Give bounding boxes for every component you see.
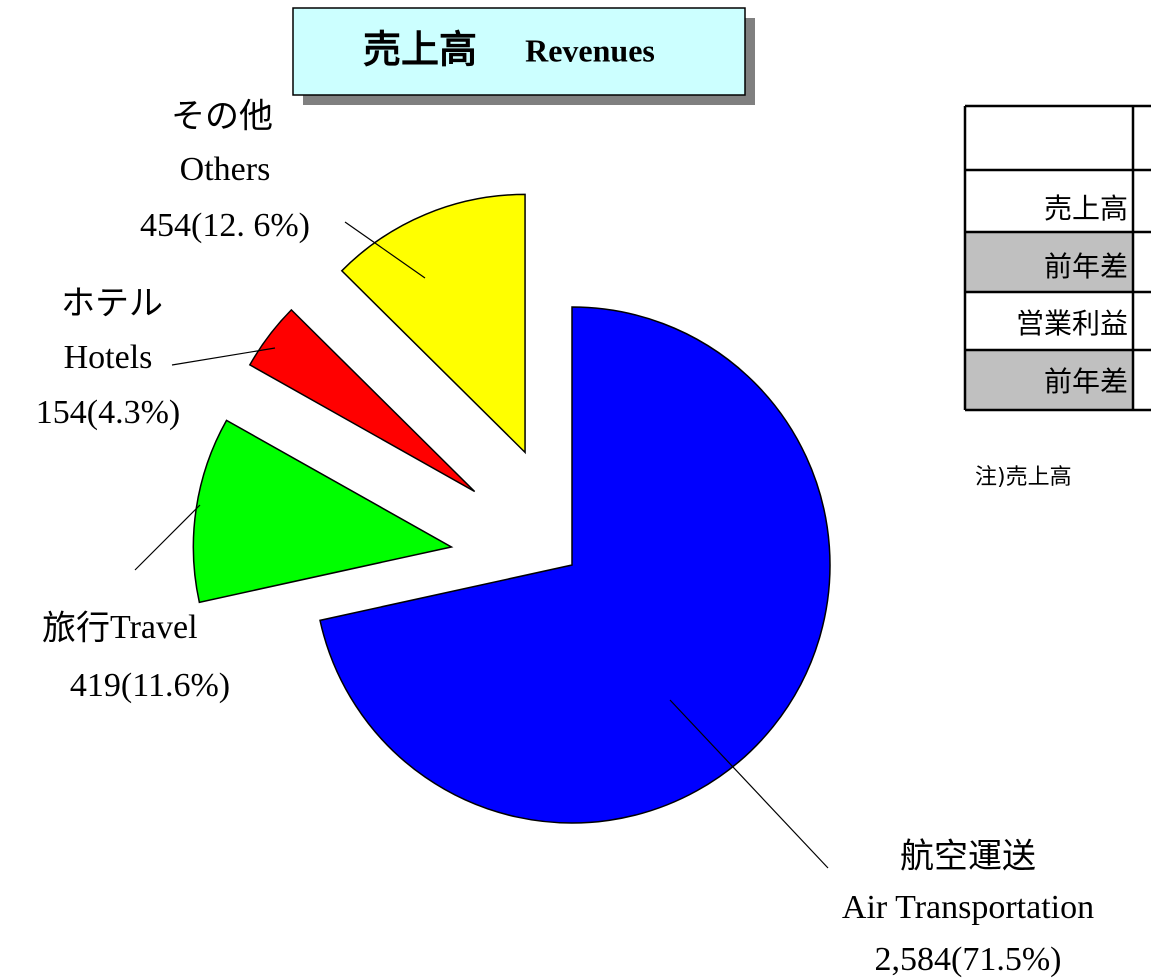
leader-line	[344, 221, 426, 279]
leader-line	[134, 504, 201, 571]
slice-label-en: Others	[180, 151, 271, 188]
title-box	[292, 7, 746, 96]
slice-label-en: Air Transportation	[842, 889, 1094, 926]
data-label: 154(4.3%)	[36, 394, 180, 431]
table-row-shade	[965, 350, 1133, 410]
data-label: 454(12. 6%)	[140, 207, 310, 244]
table-cell: 営業利益	[1016, 307, 1128, 340]
data-label: 2,584(71.5%)	[875, 941, 1062, 978]
slice-label-ja: その他	[171, 97, 273, 137]
leader-line	[669, 699, 829, 869]
pie-slice	[340, 193, 526, 455]
leader-line	[171, 347, 276, 366]
table-row-shade	[965, 232, 1133, 292]
table-grid	[963, 104, 1151, 412]
slice-label-ja: 旅行	[42, 609, 110, 649]
table-cell: 前年差	[1044, 365, 1128, 398]
pie-slice	[319, 306, 831, 824]
table-note: 注)売上高	[975, 465, 1072, 490]
table-cell: 売上高	[1044, 192, 1128, 225]
slice-label-ja: ホテル	[61, 284, 163, 324]
table	[963, 104, 1151, 412]
chart-title: 売上高	[363, 28, 477, 72]
slice-label-en: Travel	[110, 609, 198, 646]
pie-slice	[248, 308, 476, 493]
data-label: 419(11.6%)	[70, 667, 230, 704]
chart-title-en: Revenues	[525, 32, 655, 68]
slice-label-en: Hotels	[64, 339, 153, 376]
slice-label-ja: 航空運送	[900, 837, 1036, 877]
table-cell: 前年差	[1044, 250, 1128, 283]
